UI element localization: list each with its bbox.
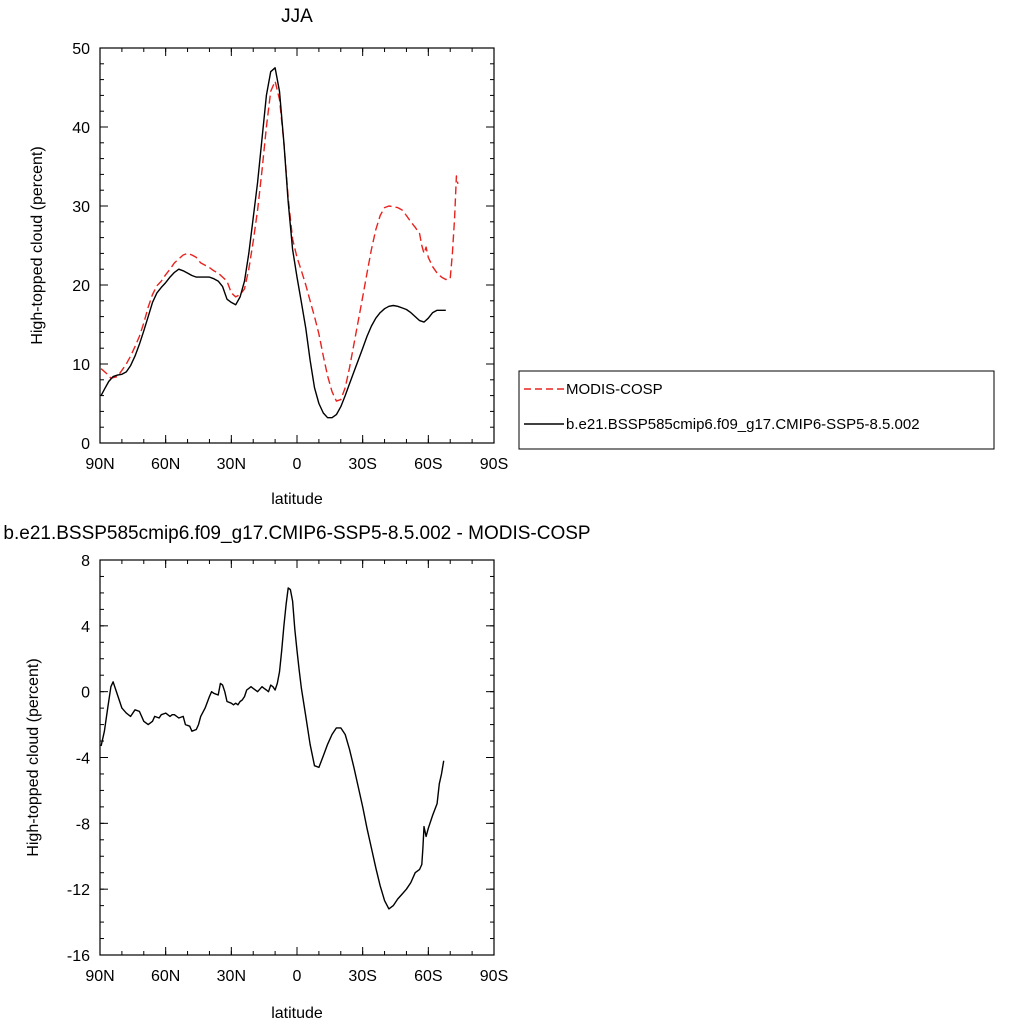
model-series-line — [100, 67, 446, 419]
y-tick-label: 50 — [72, 41, 90, 58]
plot-area: 8 4 0 -4 -8 -12 -16 90N 60N 30N 0 30S 60S 90S — [67, 553, 508, 985]
legend: MODIS-COSP b.e21.BSSP585cmip6.f09_g17.CM… — [518, 370, 995, 450]
x-tick-label: 30S — [348, 968, 376, 985]
x-tick-label: 90N — [85, 456, 114, 473]
series-lines — [100, 67, 459, 419]
x-tick-label: 60N — [151, 968, 180, 985]
y-tick-label: 4 — [81, 619, 90, 636]
x-axis-label: latitude — [271, 491, 323, 508]
x-tick-label: 30N — [217, 456, 246, 473]
x-tick-label: 90S — [480, 968, 508, 985]
x-tick-label: 60N — [151, 456, 180, 473]
x-tick-label: 60S — [414, 968, 442, 985]
tick-marks — [99, 47, 495, 444]
y-tick-label: -16 — [67, 948, 90, 965]
x-tick-label: 0 — [293, 456, 302, 473]
y-axis-label: High-topped cloud (percent) — [29, 146, 46, 344]
x-tick-labels: 90N 60N 30N 0 30S 60S 90S — [85, 456, 508, 473]
chart-title: b.e21.BSSP585cmip6.f09_g17.CMIP6-SSP5-8.… — [3, 523, 590, 544]
y-axis-label: High-topped cloud (percent) — [25, 658, 42, 856]
plot-frame — [99, 47, 495, 444]
difference-series-line — [100, 587, 445, 910]
x-tick-label: 30S — [348, 456, 376, 473]
y-tick-label: -8 — [76, 816, 90, 833]
plot-area: 0 10 20 30 40 50 90N 60N 30N 0 30S 60S 90S — [72, 41, 508, 473]
climatology-chart: JJA 0 10 20 30 40 50 90N 60N 30N 0 30S 60S 90S lati… — [29, 6, 995, 508]
y-tick-label: -4 — [76, 751, 90, 768]
y-tick-label: 10 — [72, 357, 90, 374]
x-axis-label: latitude — [271, 1005, 323, 1022]
y-tick-labels: 8 4 0 -4 -8 -12 -16 — [67, 553, 90, 965]
y-tick-label: 40 — [72, 120, 90, 137]
x-tick-label: 60S — [414, 456, 442, 473]
y-tick-labels: 0 10 20 30 40 50 — [72, 41, 90, 453]
chart-title: JJA — [281, 6, 313, 27]
y-tick-label: 0 — [81, 436, 90, 453]
y-tick-label: -12 — [67, 882, 90, 899]
x-tick-labels: 90N 60N 30N 0 30S 60S 90S — [85, 968, 508, 985]
x-tick-label: 90N — [85, 968, 114, 985]
y-tick-label: 30 — [72, 199, 90, 216]
x-tick-label: 90S — [480, 456, 508, 473]
plot-frame — [99, 559, 495, 956]
legend-box — [518, 370, 995, 450]
modis-cosp-series-line — [100, 80, 459, 402]
x-tick-label: 0 — [293, 968, 302, 985]
y-tick-label: 8 — [81, 553, 90, 570]
series-lines — [100, 587, 445, 910]
legend-label-modis: MODIS-COSP — [566, 381, 663, 398]
x-tick-label: 30N — [217, 968, 246, 985]
legend-label-model: b.e21.BSSP585cmip6.f09_g17.CMIP6-SSP5-8.… — [566, 416, 920, 433]
y-tick-label: 0 — [81, 685, 90, 702]
difference-chart: b.e21.BSSP585cmip6.f09_g17.CMIP6-SSP5-8.… — [3, 523, 590, 1022]
y-tick-label: 20 — [72, 278, 90, 295]
tick-marks — [99, 559, 495, 956]
